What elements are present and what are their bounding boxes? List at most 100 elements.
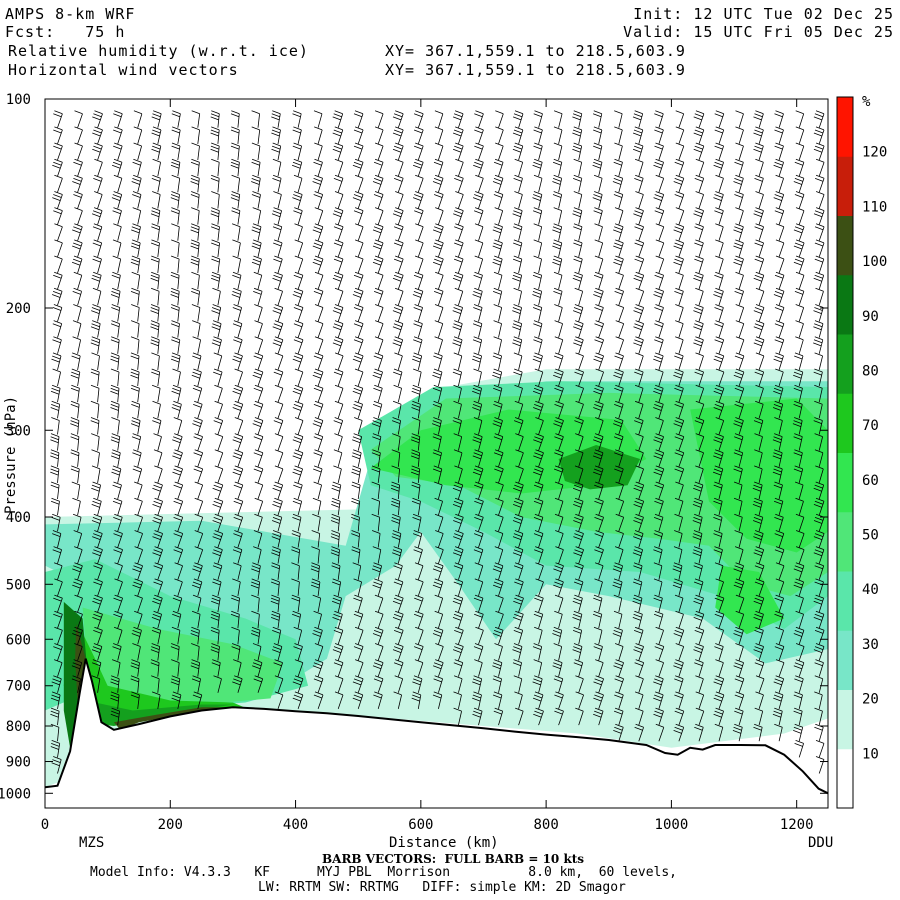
wind-barb-337 [230, 142, 240, 161]
terrain-mask [45, 658, 828, 808]
wind-barb-782 [475, 174, 484, 193]
wind-barb-911 [535, 417, 544, 435]
wind-barb-1352 [755, 675, 765, 693]
wind-barb-68 [74, 546, 83, 564]
wind-barb-511 [312, 594, 322, 613]
wind-barb-80 [94, 158, 103, 177]
wind-barb-434 [271, 546, 281, 564]
wind-barb-224 [151, 691, 161, 709]
wind-barb-734 [434, 610, 444, 629]
wind-barb-25 [51, 513, 61, 532]
colorbar-label-40: 40 [862, 582, 879, 598]
wind-barb-145 [113, 626, 123, 645]
wind-barb-137 [112, 497, 123, 516]
wind-barb-758 [453, 400, 462, 419]
wind-barb-514 [314, 643, 324, 661]
wind-barb-416 [273, 255, 283, 274]
wind-barb-998 [572, 594, 583, 613]
wind-barb-151 [133, 110, 143, 128]
wind-barb-1291 [735, 320, 745, 338]
wind-barb-791 [472, 320, 483, 338]
wind-barb-1178 [674, 384, 684, 403]
wind-barb-82 [94, 191, 103, 209]
wind-barb-1379 [773, 481, 783, 500]
wind-barb-560 [352, 191, 364, 209]
wind-barb-569 [353, 336, 364, 354]
wind-barb-1473 [814, 723, 824, 742]
wind-barb-925 [532, 643, 543, 661]
wind-barb-1064 [613, 433, 624, 451]
wind-barb-257 [171, 626, 181, 645]
wind-barb-156 [132, 191, 142, 209]
wind-barb-1248 [715, 255, 724, 274]
wind-barb-910 [533, 400, 544, 419]
wind-barb-327 [212, 562, 223, 580]
wind-barb-474 [291, 594, 301, 613]
wind-barb-482 [314, 126, 323, 145]
wind-barb-644 [394, 352, 403, 371]
wind-barb-650 [391, 449, 401, 467]
colorbar-bin-10 [837, 156, 853, 216]
wind-barb-1330 [753, 320, 765, 338]
wind-barb-1279 [735, 126, 744, 145]
wind-barb-1152 [653, 594, 663, 613]
wind-barb-233 [171, 239, 180, 257]
wind-barb-678 [413, 304, 423, 322]
wind-barb-315 [213, 368, 223, 387]
wind-barb-583 [352, 562, 362, 580]
wind-barb-279 [192, 384, 203, 403]
wind-barb-1300 [733, 465, 743, 483]
wind-barb-1103 [635, 433, 644, 451]
wind-barb-1347 [753, 594, 765, 613]
wind-barb-1437 [813, 142, 825, 161]
wind-barb-896 [533, 174, 543, 193]
wind-barb-1016 [593, 271, 604, 290]
wind-barb-1063 [613, 417, 624, 435]
wind-barb-1033 [594, 546, 604, 564]
wind-barb-15 [51, 352, 62, 370]
wind-barb-640 [394, 287, 404, 306]
wind-barb-768 [453, 562, 464, 580]
wind-barb-689 [411, 481, 421, 500]
wind-barb-1177 [673, 368, 684, 387]
wind-barb-1264 [713, 513, 723, 532]
wind-barb-660 [392, 610, 404, 629]
wind-barb-507 [311, 530, 321, 548]
wind-barb-1271 [715, 626, 724, 645]
colorbar-bin-9 [837, 215, 853, 276]
wind-barb-905 [533, 320, 543, 338]
wind-barb-282 [193, 433, 203, 451]
plot-frame [44, 98, 829, 809]
wind-barb-1308 [735, 594, 745, 613]
wind-barb-833 [493, 384, 503, 403]
wind-barb-728 [434, 513, 444, 532]
wind-barb-22 [50, 465, 60, 483]
x-tick-label-0: 0 [41, 817, 49, 833]
wind-barb-318 [213, 417, 224, 435]
wind-barb-308 [211, 255, 221, 274]
wind-barb-1253 [714, 336, 725, 354]
wind-barb-668 [413, 142, 424, 161]
wind-barb-5 [52, 191, 63, 209]
wind-barb-439 [272, 626, 282, 645]
wind-barb-945 [553, 352, 564, 371]
wind-barb-503 [313, 465, 323, 484]
wind-barb-1157 [653, 675, 664, 693]
wind-barb-116 [111, 158, 123, 177]
wind-barb-1054 [615, 271, 624, 290]
wind-barb-1338 [754, 449, 763, 467]
wind-barb-410 [272, 158, 282, 177]
x-axis-label: Distance (km) [389, 835, 499, 851]
wind-barb-1283 [734, 191, 744, 209]
wind-barb-112 [91, 675, 101, 693]
wind-barb-649 [392, 433, 401, 451]
wind-barb-470 [291, 530, 301, 548]
wind-barb-129 [110, 368, 120, 387]
wind-barb-761 [453, 449, 463, 467]
wind-barb-293 [191, 610, 201, 629]
wind-barb-1415 [793, 433, 803, 451]
wind-barb-320 [214, 449, 224, 467]
wind-barb-493 [314, 304, 324, 322]
wind-barb-559 [354, 174, 364, 193]
wind-barb-283 [193, 449, 204, 467]
